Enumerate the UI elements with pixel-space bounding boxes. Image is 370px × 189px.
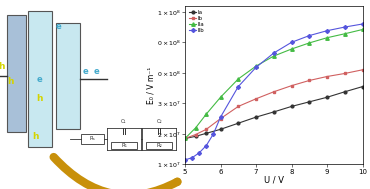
IIb	[254, 66, 258, 68]
IIa	[307, 42, 312, 44]
Bar	[81, 134, 104, 144]
Ib	[272, 91, 276, 93]
Text: R₁: R₁	[121, 143, 127, 148]
IIb	[236, 85, 240, 88]
IIb	[183, 159, 187, 161]
Line: Ia: Ia	[184, 85, 364, 140]
Ia	[307, 101, 312, 103]
Text: h: h	[0, 62, 5, 71]
Text: Rₛ: Rₛ	[90, 136, 95, 141]
IIa	[204, 113, 209, 115]
Ib	[183, 137, 187, 140]
Text: C₁: C₁	[121, 119, 127, 124]
IIb	[272, 52, 276, 54]
Bar	[111, 142, 137, 149]
IIa	[289, 48, 294, 50]
IIa	[194, 127, 198, 129]
IIb	[343, 26, 347, 28]
IIb	[204, 144, 209, 147]
Line: Ib: Ib	[184, 68, 364, 140]
Ia	[272, 111, 276, 113]
IIb	[218, 116, 223, 118]
Ib	[204, 128, 209, 130]
Ib	[254, 98, 258, 100]
Text: e: e	[37, 75, 43, 84]
Text: e: e	[56, 22, 61, 31]
Text: R₂: R₂	[156, 143, 162, 148]
IIa	[360, 28, 365, 31]
Text: h: h	[7, 77, 14, 86]
Ia	[289, 105, 294, 108]
Text: C₂: C₂	[156, 119, 162, 124]
Bar	[56, 23, 80, 129]
Text: h: h	[37, 94, 43, 103]
Ia	[254, 116, 258, 118]
IIb	[197, 152, 201, 154]
Text: e: e	[93, 67, 99, 76]
Text: h: h	[32, 132, 38, 141]
Line: IIb: IIb	[184, 23, 364, 161]
Ib	[325, 75, 329, 78]
Ia	[325, 96, 329, 98]
IIb	[307, 34, 312, 37]
Ia	[204, 132, 209, 134]
Bar	[7, 15, 26, 132]
Ib	[289, 84, 294, 87]
X-axis label: U / V: U / V	[264, 176, 284, 185]
IIa	[325, 37, 329, 39]
Bar	[146, 142, 172, 149]
IIa	[236, 78, 240, 80]
Legend: Ia, Ib, IIa, IIb: Ia, Ib, IIa, IIb	[188, 9, 206, 34]
IIb	[190, 156, 194, 159]
Ia	[194, 135, 198, 137]
Ib	[194, 133, 198, 136]
Text: e: e	[82, 67, 88, 76]
Y-axis label: E₀ / V m⁻¹: E₀ / V m⁻¹	[147, 66, 155, 104]
Ia	[236, 122, 240, 124]
Ib	[218, 118, 223, 120]
Ib	[307, 79, 312, 82]
Bar	[28, 11, 52, 147]
FancyArrowPatch shape	[54, 157, 177, 189]
Ia	[218, 128, 223, 130]
Line: IIa: IIa	[183, 28, 364, 140]
IIa	[343, 33, 347, 35]
IIb	[360, 23, 365, 25]
IIa	[218, 96, 223, 98]
Ia	[183, 137, 187, 140]
Ia	[343, 91, 347, 93]
IIb	[289, 41, 294, 43]
IIa	[183, 137, 187, 140]
IIa	[272, 55, 276, 57]
Ib	[236, 105, 240, 108]
Ib	[360, 69, 365, 71]
IIb	[325, 29, 329, 32]
IIa	[254, 65, 258, 67]
IIb	[211, 133, 216, 135]
Ib	[343, 72, 347, 75]
Ia	[360, 85, 365, 88]
